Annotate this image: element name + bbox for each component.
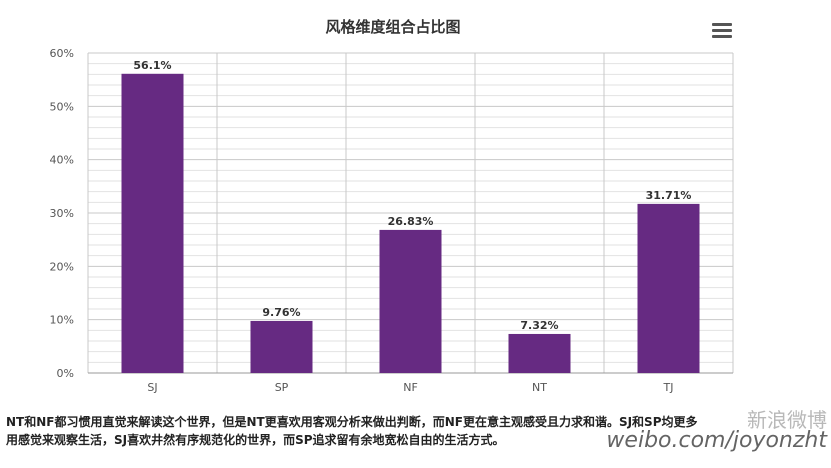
x-tick-label: NF [403, 381, 418, 394]
x-tick-label: SP [275, 381, 289, 394]
bar-sj[interactable] [121, 73, 184, 374]
caption-line-2: 用感觉来观察生活，SJ喜欢井然有序规范化的世界，而SP追求留有余地宽松自由的生活… [6, 433, 505, 447]
y-tick-label: 50% [50, 100, 74, 113]
chart-title: 风格维度组合占比图 [325, 18, 460, 36]
data-label: 56.1% [133, 59, 171, 72]
data-label: 9.76% [262, 306, 300, 319]
menu-icon[interactable] [710, 20, 734, 40]
bar-chart: 风格维度组合占比图 0% 10% 20% 30% 40% 50% 60% SJ SP NF NT TJ… [50, 18, 734, 394]
data-label: 31.71% [646, 189, 692, 202]
y-tick-label: 60% [50, 47, 74, 60]
bar-nf[interactable] [379, 229, 442, 373]
caption-line-1: NT和NF都习惯用直觉来解读这个世界，但是NT更喜欢用客观分析来做出判断，而NF… [6, 415, 698, 429]
y-tick-label: 0% [57, 367, 74, 380]
x-tick-label: SJ [147, 381, 157, 394]
y-tick-label: 20% [50, 260, 74, 273]
bars [121, 73, 700, 374]
y-tick-label: 40% [50, 154, 74, 167]
x-tick-label: NT [532, 381, 547, 394]
data-label: 7.32% [520, 319, 558, 332]
x-tick-label: TJ [663, 381, 674, 394]
caption-text: NT和NF都习惯用直觉来解读这个世界，但是NT更喜欢用客观分析来做出判断，而NF… [6, 413, 698, 449]
data-label: 26.83% [388, 215, 434, 228]
watermark-brand: 新浪微博 [747, 408, 827, 432]
bar-sp[interactable] [250, 320, 313, 373]
watermark-url: weibo.com/joyonzht [606, 428, 827, 453]
bar-nt[interactable] [508, 333, 571, 373]
bar-tj[interactable] [637, 203, 700, 373]
data-labels: 56.1% 9.76% 26.83% 7.32% 31.71% [133, 59, 691, 332]
y-tick-label: 10% [50, 314, 74, 327]
y-tick-label: 30% [50, 207, 74, 220]
